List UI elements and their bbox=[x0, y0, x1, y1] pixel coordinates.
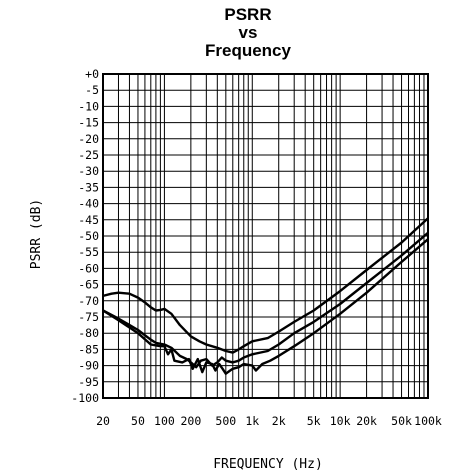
x-tick-label: 50k bbox=[391, 414, 412, 428]
y-tick-label: -25 bbox=[78, 148, 99, 162]
y-tick-label: -20 bbox=[78, 132, 99, 146]
x-tick-label: 200 bbox=[180, 414, 201, 428]
series-line-3 bbox=[102, 238, 429, 375]
y-tick-label: -55 bbox=[78, 245, 99, 259]
y-tick-label: -90 bbox=[78, 359, 99, 373]
y-tick-label: -60 bbox=[78, 261, 99, 275]
x-tick-label: 20k bbox=[356, 414, 377, 428]
y-tick-label: -85 bbox=[78, 342, 99, 356]
y-tick-label: -65 bbox=[78, 278, 99, 292]
grid bbox=[102, 73, 429, 399]
x-tick-labels: 20 50 100 200 500 1k 2k 5k 10k 20k 50k 100k bbox=[96, 414, 442, 428]
series-line-2 bbox=[102, 231, 429, 369]
x-tick-label: 2k bbox=[272, 414, 286, 428]
x-tick-label: 100 bbox=[154, 414, 175, 428]
x-tick-label: 10k bbox=[330, 414, 351, 428]
y-tick-label: -10 bbox=[78, 99, 99, 113]
y-tick-label: -50 bbox=[78, 229, 99, 243]
title-line-1: PSRR bbox=[224, 5, 271, 24]
y-tick-label: -100 bbox=[71, 391, 99, 405]
x-axis-label: FREQUENCY (Hz) bbox=[213, 457, 323, 472]
x-tick-label: 50 bbox=[131, 414, 145, 428]
y-tick-label: +0 bbox=[85, 67, 99, 81]
y-tick-label: -80 bbox=[78, 326, 99, 340]
x-tick-label: 5k bbox=[307, 414, 321, 428]
x-tick-label: 500 bbox=[215, 414, 236, 428]
chart-title: PSRR vs Frequency bbox=[205, 5, 292, 60]
y-tick-label: -35 bbox=[78, 180, 99, 194]
plot-frame bbox=[102, 73, 429, 399]
title-line-3: Frequency bbox=[205, 41, 292, 60]
y-tick-label: -70 bbox=[78, 294, 99, 308]
y-tick-label: -95 bbox=[78, 375, 99, 389]
y-tick-label: -5 bbox=[85, 83, 99, 97]
x-tick-label: 100k bbox=[414, 414, 442, 428]
y-tick-label: -30 bbox=[78, 164, 99, 178]
y-tick-label: -15 bbox=[78, 116, 99, 130]
series-group bbox=[102, 217, 429, 375]
y-tick-label: -75 bbox=[78, 310, 99, 324]
title-line-2: vs bbox=[239, 23, 258, 42]
y-tick-label: -40 bbox=[78, 197, 99, 211]
x-tick-label: 1k bbox=[245, 414, 259, 428]
y-tick-labels: +0 -5 -10 -15 -20 -25 -30 -35 -40 -45 -50 -55 -60 -65… bbox=[71, 67, 99, 405]
y-tick-label: -45 bbox=[78, 213, 99, 227]
series-line-1 bbox=[102, 217, 429, 354]
y-axis-label: PSRR (dB) bbox=[29, 199, 44, 269]
x-tick-label: 20 bbox=[96, 414, 110, 428]
